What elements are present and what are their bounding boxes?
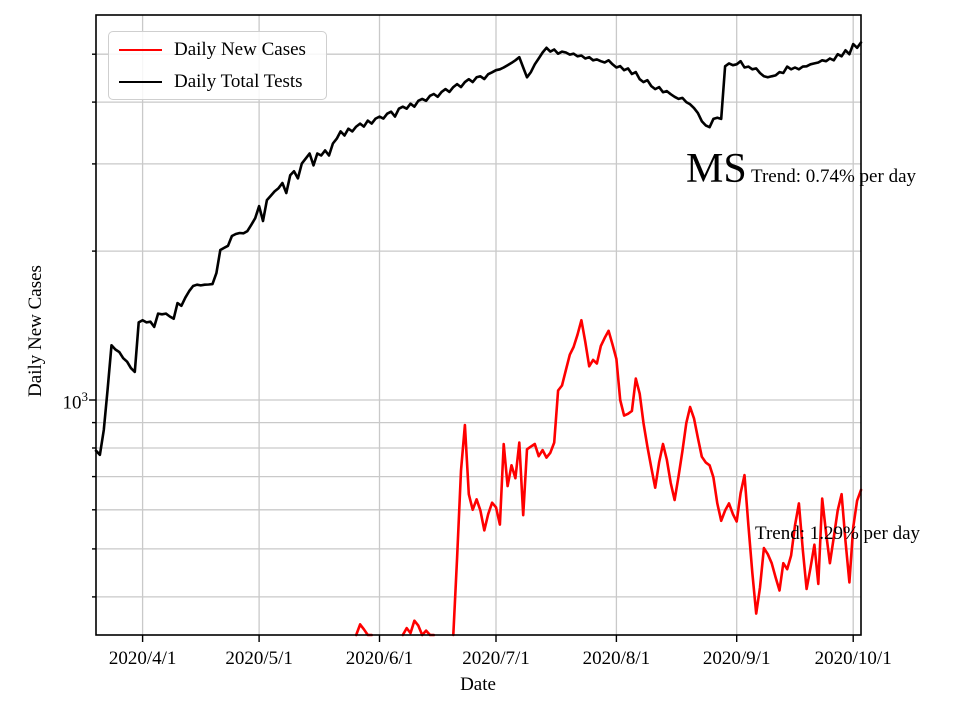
x-tick-label: 2020/8/1 [582,648,651,669]
legend-item-daily-new-cases: Daily New Cases [109,35,326,64]
state-annotation: MS [686,146,747,192]
legend-label: Daily Total Tests [174,70,303,92]
legend-line-black-icon [119,80,162,83]
trend-annotation-new-cases: Trend: 1.29% per day [755,523,920,544]
y-tick-exponent: 3 [81,389,89,404]
y-axis-label: Daily New Cases [25,265,46,397]
x-tick-label: 2020/6/1 [345,648,414,669]
y-tick-base: 10 [62,392,82,414]
y-tick-label: 103 [50,389,89,414]
legend-label: Daily New Cases [174,38,306,60]
trend-annotation-total-tests: Trend: 0.74% per day [751,166,916,187]
legend: Daily New Cases Daily Total Tests [108,31,327,100]
x-tick-label: 2020/5/1 [225,648,293,669]
x-axis-label: Date [460,674,496,695]
x-tick-label: 2020/9/1 [702,648,771,669]
x-tick-label: 2020/10/1 [814,648,892,669]
x-tick-label: 2020/7/1 [462,648,530,669]
x-tick-label: 2020/4/1 [108,648,177,669]
legend-line-red-icon [119,48,162,51]
legend-item-daily-total-tests: Daily Total Tests [109,67,326,96]
